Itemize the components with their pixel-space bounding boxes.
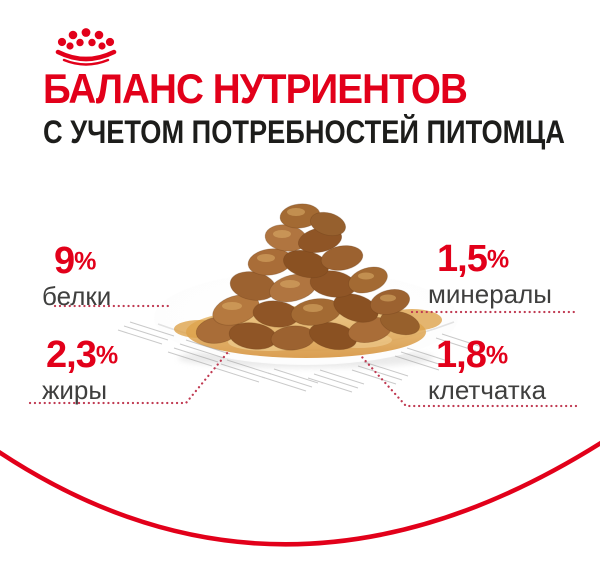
nutrient-fat-label: жиры	[42, 375, 108, 405]
nutrient-minerals: 1,5% минералы	[428, 240, 552, 307]
nutrient-fiber-value: 1,8%	[436, 336, 546, 374]
pet-food-plate-photo	[154, 203, 458, 368]
percent-sign: %	[485, 341, 509, 370]
bottom-arc	[0, 440, 600, 547]
nutrient-protein-value: 9%	[54, 242, 111, 280]
nutrient-minerals-value: 1,5%	[437, 240, 552, 278]
food-chunks	[195, 203, 420, 351]
page-subtitle: С УЧЕТОМ ПОТРЕБНОСТЕЙ ПИТОМЦА	[43, 114, 565, 150]
value-number: 2,3	[46, 334, 97, 376]
value-number: 1,5	[437, 238, 488, 280]
nutrient-protein-label: белки	[42, 281, 112, 311]
royal-canin-crown-icon	[55, 28, 117, 66]
chunk-highlights	[222, 208, 396, 312]
nutrient-fiber-label: клетчатка	[428, 375, 547, 405]
value-number: 9	[54, 240, 75, 282]
percent-sign: %	[486, 245, 510, 274]
nutrient-fat: 2,3% жиры	[42, 336, 118, 403]
nutrient-minerals-label: минералы	[428, 279, 552, 309]
percent-sign: %	[95, 341, 119, 370]
nutrient-fiber: 1,8% клетчатка	[428, 336, 546, 403]
nutrient-fat-value: 2,3%	[46, 336, 118, 374]
nutrient-protein: 9% белки	[42, 242, 111, 309]
value-number: 1,8	[436, 334, 487, 376]
percent-sign: %	[74, 247, 97, 276]
page-title: БАЛАНС НУТРИЕНТОВ	[43, 65, 468, 112]
